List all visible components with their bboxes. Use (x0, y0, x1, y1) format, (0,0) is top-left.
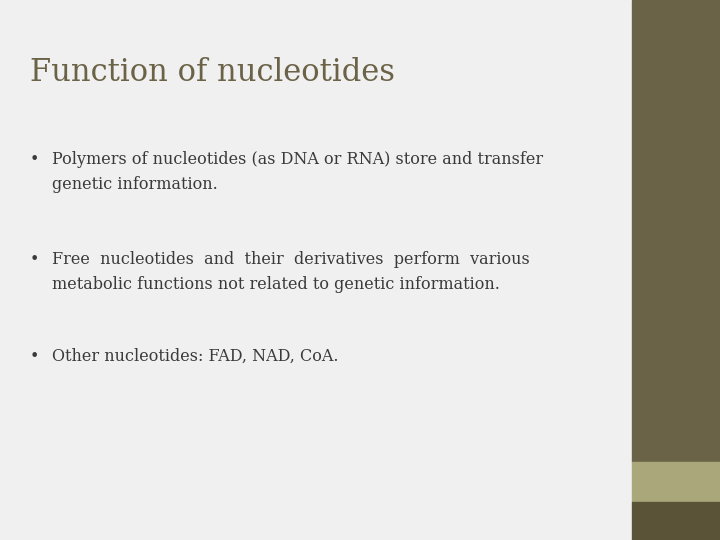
Text: Polymers of nucleotides (as DNA or RNA) store and transfer
genetic information.: Polymers of nucleotides (as DNA or RNA) … (52, 151, 543, 193)
Text: Free  nucleotides  and  their  derivatives  perform  various
metabolic functions: Free nucleotides and their derivatives p… (52, 251, 530, 293)
Text: •: • (30, 251, 40, 268)
Text: •: • (30, 151, 40, 168)
Text: Function of nucleotides: Function of nucleotides (30, 57, 395, 87)
Text: •: • (30, 348, 40, 365)
Text: Other nucleotides: FAD, NAD, CoA.: Other nucleotides: FAD, NAD, CoA. (52, 348, 338, 365)
Bar (632, 502, 720, 540)
Bar (632, 0, 720, 462)
Bar (632, 462, 720, 502)
